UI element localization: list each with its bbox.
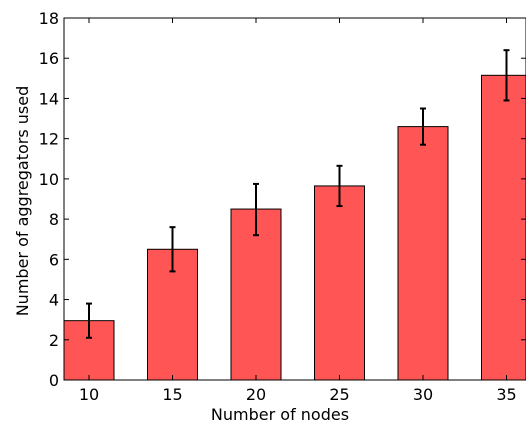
x-tick-label-30: 30 bbox=[413, 385, 433, 404]
y-tick-label-2: 2 bbox=[49, 331, 59, 350]
bars bbox=[63, 74, 526, 381]
error-bar-10 bbox=[86, 302, 92, 339]
y-tick-label-6: 6 bbox=[49, 250, 59, 269]
y-tick-label-16: 16 bbox=[39, 49, 59, 68]
error-bar-30 bbox=[420, 107, 426, 146]
y-tick-label-18: 18 bbox=[39, 9, 59, 28]
y-axis-ticks: 0 2 4 6 8 10 12 14 16 18 bbox=[39, 9, 526, 390]
y-tick-label-4: 4 bbox=[49, 291, 59, 310]
y-tick-label-8: 8 bbox=[49, 210, 59, 229]
y-axis-label: Number of aggregators used bbox=[13, 86, 32, 317]
y-tick-label-12: 12 bbox=[39, 130, 59, 149]
error-bar-25 bbox=[336, 164, 343, 208]
bar-35 bbox=[481, 74, 526, 381]
y-tick-label-10: 10 bbox=[39, 170, 59, 189]
bar-25 bbox=[314, 185, 365, 381]
x-tick-label-15: 15 bbox=[162, 385, 182, 404]
x-tick-label-35: 35 bbox=[496, 385, 516, 404]
x-axis-ticks: 10 15 20 25 30 35 bbox=[79, 18, 517, 404]
error-bar-15 bbox=[169, 226, 176, 273]
x-tick-label-10: 10 bbox=[79, 385, 99, 404]
y-tick-label-14: 14 bbox=[39, 89, 59, 108]
y-tick-label-0: 0 bbox=[49, 371, 59, 390]
bar-30 bbox=[397, 126, 449, 381]
plot-frame bbox=[63, 17, 526, 381]
x-tick-label-25: 25 bbox=[329, 385, 349, 404]
error-bar-35 bbox=[503, 49, 510, 102]
x-axis-label: Number of nodes bbox=[211, 405, 349, 424]
x-tick-label-20: 20 bbox=[246, 385, 266, 404]
error-bars bbox=[86, 49, 510, 339]
error-bar-20 bbox=[253, 182, 259, 237]
